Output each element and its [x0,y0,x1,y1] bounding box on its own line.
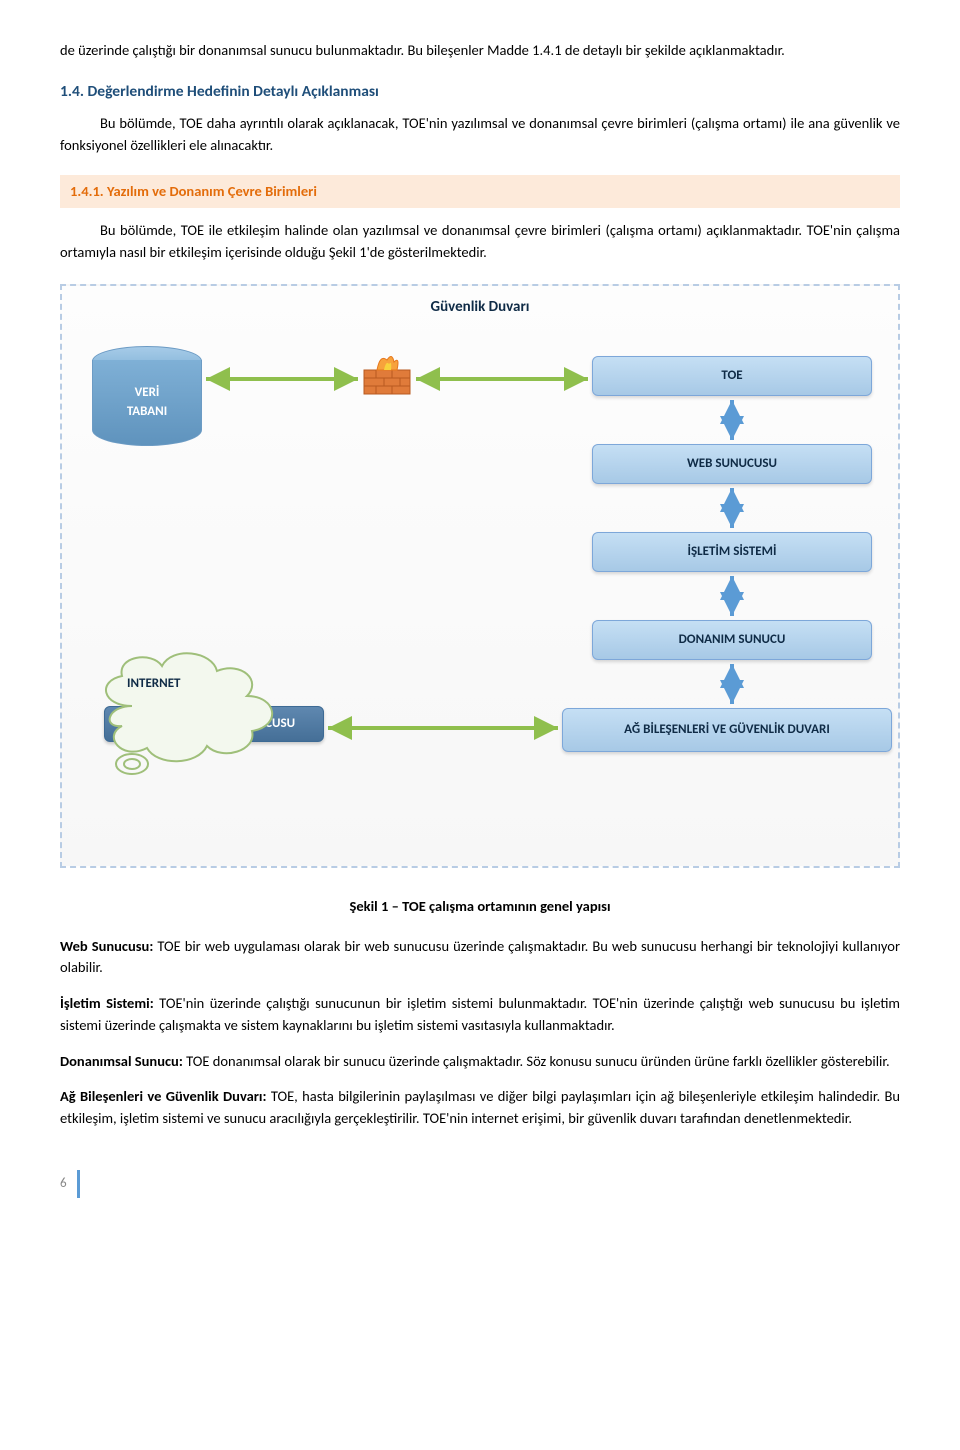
net-paragraph: Ağ Bileşenleri ve Güvenlik Duvarı: TOE, … [60,1086,900,1130]
arrow-hw-net [722,660,742,708]
diagram-title: Güvenlik Duvarı [431,296,530,319]
os-node: İŞLETİM SİSTEMİ [592,532,872,572]
net-label: Ağ Bileşenleri ve Güvenlik Duvarı: [60,1087,266,1105]
arrow-web-os [722,484,742,532]
hw-node: DONANIM SUNUCU [592,620,872,660]
section-1-4-title: Değerlendirme Hedefinin Detaylı Açıklanm… [88,82,379,101]
section-1-4-1-heading: 1.4.1. Yazılım ve Donanım Çevre Birimler… [60,175,900,209]
network-node: AĞ BİLEŞENLERİ VE GÜVENLİK DUVARI [562,708,892,752]
toe-node: TOE [592,356,872,396]
intro-paragraph: de üzerinde çalıştığı bir donanımsal sun… [60,40,900,62]
page-number: 6 [60,1174,67,1194]
os-paragraph: İşletim Sistemi: TOE'nin üzerinde çalışt… [60,993,900,1037]
database-node: VERİ TABANI [92,346,202,446]
hw-label: Donanımsal Sunucu: [60,1052,183,1070]
section-1-4-num: 1.4. [60,82,84,101]
architecture-diagram: Güvenlik Duvarı VERİ TABANI TOE WEB SUNU… [60,284,900,868]
web-server-paragraph: Web Sunucusu: TOE bir web uygulaması ola… [60,936,900,980]
arrow-toe-web [722,396,742,444]
footer-bar-icon [77,1170,80,1198]
internet-cloud-node: INTERNET [82,636,312,786]
section-1-4-1-title: Yazılım ve Donanım Çevre Birimleri [107,182,317,200]
web-server-label: Web Sunucusu: [60,937,153,955]
os-text: TOE'nin üzerinde çalıştığı sunucunun bir… [60,994,900,1034]
section-1-4-body: Bu bölümde, TOE daha ayrıntılı olarak aç… [60,113,900,157]
internet-label: INTERNET [127,674,180,694]
section-1-4-heading: 1.4. Değerlendirme Hedefinin Detaylı Açı… [60,80,900,103]
os-label: İşletim Sistemi: [60,994,154,1012]
figure-1-caption: Şekil 1 – TOE çalışma ortamının genel ya… [60,896,900,918]
web-server-text: TOE bir web uygulaması olarak bir web su… [60,937,900,977]
firewall-icon [362,352,412,396]
hw-text: TOE donanımsal olarak bir sunucu üzerind… [183,1052,890,1070]
arrow-ts-net [324,718,562,738]
database-label-1: VERİ [135,383,160,403]
arrow-firewall-toe [412,369,592,389]
web-server-node: WEB SUNUCUSU [592,444,872,484]
arrow-os-hw [722,572,742,620]
arrow-db-firewall [202,369,362,389]
database-label-2: TABANI [127,402,167,422]
hw-paragraph: Donanımsal Sunucu: TOE donanımsal olarak… [60,1051,900,1073]
section-1-4-1-num: 1.4.1. [70,182,104,200]
page-footer: 6 [60,1170,900,1198]
section-1-4-1-body: Bu bölümde, TOE ile etkileşim halinde ol… [60,220,900,264]
